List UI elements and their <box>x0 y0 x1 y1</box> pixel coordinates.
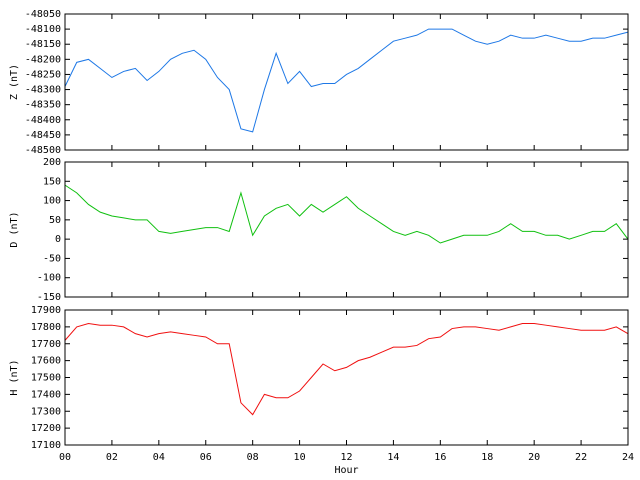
y-tick-label: -48400 <box>25 115 61 126</box>
y-tick-label: 17700 <box>31 339 61 350</box>
x-tick-label: 06 <box>200 452 212 463</box>
x-tick-label: 22 <box>575 452 587 463</box>
y-tick-label: -48150 <box>25 39 61 50</box>
y-tick-label: 17300 <box>31 406 61 417</box>
x-tick-label: 08 <box>247 452 259 463</box>
y-tick-label: 100 <box>43 196 61 207</box>
x-tick-label: 24 <box>622 452 634 463</box>
y-tick-label: -48100 <box>25 24 61 35</box>
y-tick-label: -50 <box>43 253 61 264</box>
panel-frame <box>64 13 629 151</box>
x-tick-label: 00 <box>59 452 71 463</box>
y-tick-label: 150 <box>43 176 61 187</box>
y-tick-label: -48250 <box>25 69 61 80</box>
x-axis-label: Hour <box>334 465 358 476</box>
x-tick-label: 12 <box>340 452 352 463</box>
y-axis-label: Z (nT) <box>9 64 20 100</box>
data-line <box>64 28 629 133</box>
y-tick-label: -48350 <box>25 100 61 111</box>
y-tick-label: -48300 <box>25 85 61 96</box>
y-axis-label: H (nT) <box>9 359 20 395</box>
panel-frame <box>64 161 629 298</box>
x-tick-label: 16 <box>434 452 446 463</box>
data-line <box>64 184 629 244</box>
y-tick-label: -150 <box>37 292 61 303</box>
x-tick-label: 02 <box>106 452 118 463</box>
x-tick-label: 04 <box>153 452 165 463</box>
x-tick-label: 14 <box>387 452 399 463</box>
y-tick-label: -48050 <box>25 9 61 20</box>
data-line <box>64 322 629 416</box>
x-tick-label: 10 <box>294 452 306 463</box>
y-tick-label: -48500 <box>25 145 61 156</box>
x-tick-label: 20 <box>528 452 540 463</box>
y-tick-label: 17500 <box>31 373 61 384</box>
y-tick-label: 17900 <box>31 305 61 316</box>
y-tick-label: 200 <box>43 157 61 168</box>
y-tick-label: 17100 <box>31 440 61 451</box>
y-tick-label: -48450 <box>25 130 61 141</box>
y-axis-label: D (nT) <box>9 211 20 247</box>
y-tick-label: -48200 <box>25 54 61 65</box>
y-tick-label: 50 <box>49 215 61 226</box>
y-tick-label: 17200 <box>31 423 61 434</box>
y-tick-label: 17800 <box>31 322 61 333</box>
x-tick-label: 18 <box>481 452 493 463</box>
y-tick-label: -100 <box>37 273 61 284</box>
y-tick-label: 17400 <box>31 389 61 400</box>
y-tick-label: 0 <box>55 234 61 245</box>
y-tick-label: 17600 <box>31 356 61 367</box>
panel-frame <box>64 309 629 446</box>
